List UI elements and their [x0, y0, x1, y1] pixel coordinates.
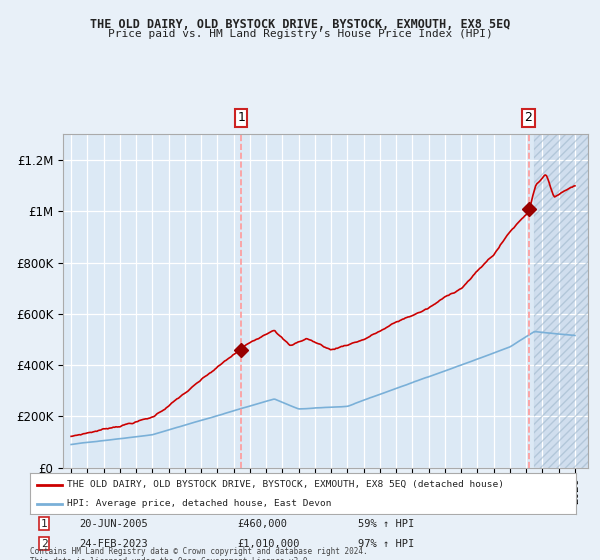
Text: £1,010,000: £1,010,000	[238, 539, 300, 549]
Text: 1: 1	[238, 111, 245, 124]
Text: HPI: Average price, detached house, East Devon: HPI: Average price, detached house, East…	[67, 500, 332, 508]
Text: 20-JUN-2005: 20-JUN-2005	[79, 519, 148, 529]
Text: THE OLD DAIRY, OLD BYSTOCK DRIVE, BYSTOCK, EXMOUTH, EX8 5EQ (detached house): THE OLD DAIRY, OLD BYSTOCK DRIVE, BYSTOC…	[67, 480, 504, 489]
Text: 2: 2	[524, 111, 532, 124]
Text: 24-FEB-2023: 24-FEB-2023	[79, 539, 148, 549]
Bar	[535, 134, 591, 468]
Text: 97% ↑ HPI: 97% ↑ HPI	[358, 539, 414, 549]
Bar	[535, 134, 591, 468]
Text: £460,000: £460,000	[238, 519, 287, 529]
Text: 1: 1	[41, 519, 47, 529]
Text: Contains HM Land Registry data © Crown copyright and database right 2024.
This d: Contains HM Land Registry data © Crown c…	[30, 547, 368, 560]
Text: 59% ↑ HPI: 59% ↑ HPI	[358, 519, 414, 529]
Text: Price paid vs. HM Land Registry's House Price Index (HPI): Price paid vs. HM Land Registry's House …	[107, 29, 493, 39]
Text: THE OLD DAIRY, OLD BYSTOCK DRIVE, BYSTOCK, EXMOUTH, EX8 5EQ: THE OLD DAIRY, OLD BYSTOCK DRIVE, BYSTOC…	[90, 18, 510, 31]
Text: 2: 2	[41, 539, 47, 549]
